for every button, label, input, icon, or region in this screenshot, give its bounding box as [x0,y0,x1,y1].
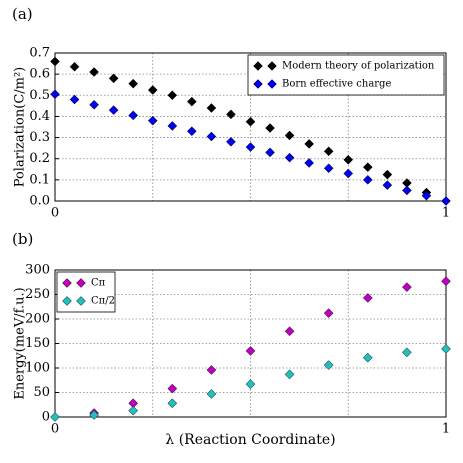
point [265,147,275,158]
point [441,276,451,287]
point [304,139,315,149]
point [128,405,139,416]
point [265,123,275,133]
y-axis-label: Polarization(C/m²) [13,67,28,188]
point [206,389,217,399]
y-tick-label: 0.0 [29,194,50,209]
point [89,67,99,77]
y-tick-label: 0.6 [29,67,50,82]
point [108,105,119,115]
legend-label: Cπ/2 [91,296,115,307]
legend-box [247,54,445,96]
point [421,190,432,201]
point [50,56,60,67]
y-tick-label: 0.1 [29,172,50,187]
y-tick-label: 0.4 [29,109,50,124]
y-tick-label: 0.5 [29,88,50,103]
point [128,78,139,89]
point [69,94,80,105]
point [167,398,178,409]
y-tick-label: 150 [25,336,50,351]
point [343,168,354,179]
point [284,152,295,163]
plot-frame [54,269,447,418]
x-axis-label: λ (Reaction Coordinate) [165,432,335,448]
point [167,383,178,394]
point [362,162,373,173]
plot-frame [54,52,447,202]
point [147,115,158,126]
legend-label: Cπ [91,278,106,289]
legend-marker [253,79,263,89]
point [186,96,197,107]
legend-marker [76,278,86,288]
point [402,185,412,196]
point [147,85,158,95]
legend-marker [267,61,277,71]
legend-marker [267,79,277,89]
point [402,282,412,293]
y-tick-label: 250 [25,287,50,302]
point [441,196,451,206]
point [206,103,217,113]
point [167,121,178,131]
x-tick-label: 1 [442,206,450,221]
point [343,154,354,165]
point [167,90,178,101]
point [362,352,373,363]
point [226,136,236,147]
y-tick-label: 0.2 [29,151,50,166]
point [50,89,60,100]
point [108,73,119,84]
legend-marker [253,61,263,71]
point [362,293,373,303]
point [245,379,256,390]
legend-label: Modern theory of polarization [282,61,435,72]
legend-marker [62,296,72,306]
point [441,344,451,354]
point [382,169,393,180]
point [206,365,217,375]
panel-label: (b) [12,230,33,248]
y-tick-label: 100 [25,361,50,376]
point [362,175,373,185]
y-tick-label: 0.7 [29,46,50,61]
point [226,109,236,120]
x-tick-label: 0 [51,206,59,221]
point [284,326,295,337]
x-tick-label: 1 [442,422,450,437]
point [245,345,256,356]
point [284,369,295,380]
x-tick-label: 0 [51,422,59,437]
y-tick-label: 0.3 [29,130,50,145]
point [89,410,99,420]
point [50,412,60,422]
y-tick-label: 300 [25,263,50,278]
y-axis-label: Energy(meV/f.u.) [13,287,28,399]
y-tick-label: 0 [42,410,50,425]
point [323,360,334,370]
point [245,142,256,152]
point [128,110,139,121]
legend-marker [62,278,72,288]
point [304,158,315,168]
point [382,180,393,190]
point [245,116,256,127]
point [323,163,334,174]
point [323,146,334,157]
legend-label: Born effective charge [282,79,391,90]
point [284,130,295,141]
point [323,308,334,318]
point [206,131,217,142]
point [89,99,99,110]
panel-label: (a) [12,5,33,23]
point [186,126,197,137]
legend-marker [76,296,86,306]
y-tick-label: 50 [33,385,50,400]
point [402,347,412,358]
point [69,61,80,72]
y-tick-label: 200 [25,312,50,327]
